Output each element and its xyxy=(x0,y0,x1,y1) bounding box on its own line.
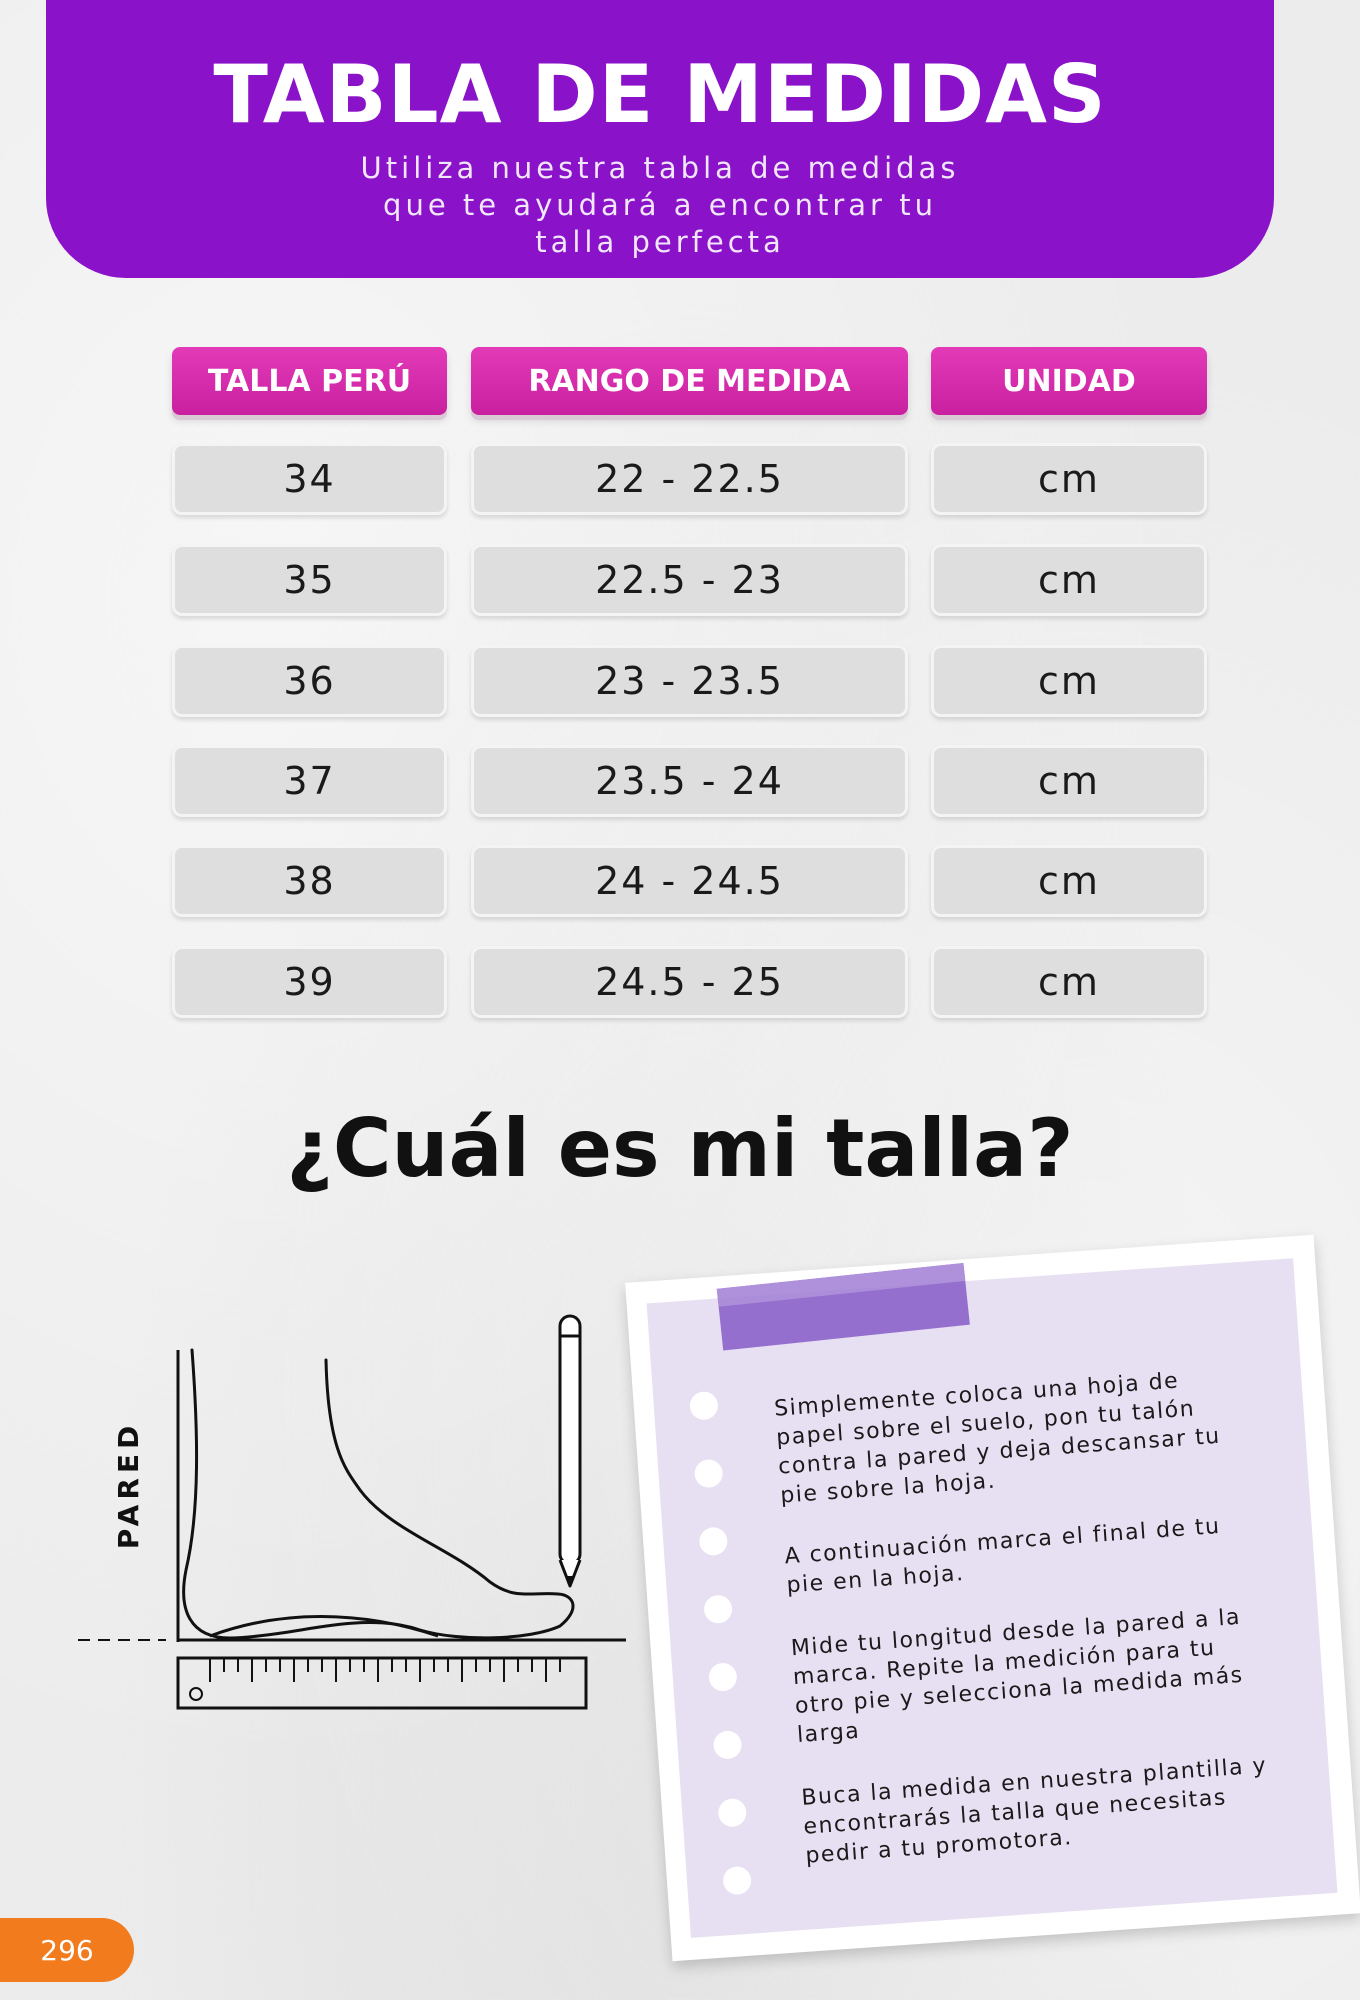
instruction-paragraph: Buca la medida en nuestra plantilla y en… xyxy=(800,1753,1268,1869)
column-header-unidad: UNIDAD xyxy=(931,347,1207,415)
cell-size: 34 xyxy=(172,443,447,515)
cell-range: 22 - 22.5 xyxy=(471,443,908,515)
cell-unit: cm xyxy=(931,443,1207,515)
binder-hole xyxy=(722,1865,753,1896)
column-header-rango: RANGO DE MEDIDA xyxy=(471,347,908,415)
foot-outline-icon xyxy=(182,1348,575,1640)
cell-range: 24 - 24.5 xyxy=(471,845,908,917)
cell-unit: cm xyxy=(931,745,1207,817)
cell-range: 24.5 - 25 xyxy=(471,946,908,1018)
cell-size: 35 xyxy=(172,544,447,616)
cell-unit: cm xyxy=(931,845,1207,917)
cell-size: 37 xyxy=(172,745,447,817)
binder-hole xyxy=(707,1662,738,1692)
wall-label-text: PARED xyxy=(112,1421,145,1550)
page-subtitle: Utiliza nuestra tabla de medidas que te … xyxy=(360,151,960,259)
binder-hole xyxy=(688,1390,719,1421)
section-heading: ¿Cuál es mi talla? xyxy=(286,1102,1074,1195)
page-number-badge: 296 xyxy=(0,1918,134,1982)
wall-label: PARED xyxy=(112,1421,145,1550)
cell-range: 23.5 - 24 xyxy=(471,745,908,817)
pencil-icon xyxy=(558,1314,582,1588)
instruction-paragraph: Simplemente coloca una hoja de papel sob… xyxy=(773,1368,1222,1509)
cell-size: 36 xyxy=(172,645,447,717)
binder-hole xyxy=(712,1729,743,1760)
binder-hole xyxy=(703,1594,734,1625)
cell-size: 39 xyxy=(172,946,447,1018)
instruction-paragraph: A continuación marca el final de tu pie … xyxy=(783,1513,1222,1599)
binder-hole xyxy=(693,1458,724,1489)
cell-unit: cm xyxy=(931,946,1207,1018)
cell-range: 22.5 - 23 xyxy=(471,544,908,616)
note-body: Simplemente coloca una hoja de papel sob… xyxy=(646,1258,1338,1938)
page-title: TABLA DE MEDIDAS xyxy=(213,48,1107,141)
instruction-paragraph: Mide tu longitud desde la pared a la mar… xyxy=(790,1604,1245,1748)
foot-measurement-diagram xyxy=(78,1314,626,1710)
ruler-icon xyxy=(176,1656,588,1710)
cell-unit: cm xyxy=(931,645,1207,717)
instructions-note: Simplemente coloca una hoja de papel sob… xyxy=(625,1234,1360,1962)
header-banner: TABLA DE MEDIDAS Utiliza nuestra tabla d… xyxy=(46,0,1274,278)
cell-unit: cm xyxy=(931,544,1207,616)
cell-range: 23 - 23.5 xyxy=(471,645,908,717)
column-header-talla: TALLA PERÚ xyxy=(172,347,447,415)
binder-hole xyxy=(717,1797,748,1828)
binder-hole xyxy=(698,1526,729,1557)
cell-size: 38 xyxy=(172,845,447,917)
